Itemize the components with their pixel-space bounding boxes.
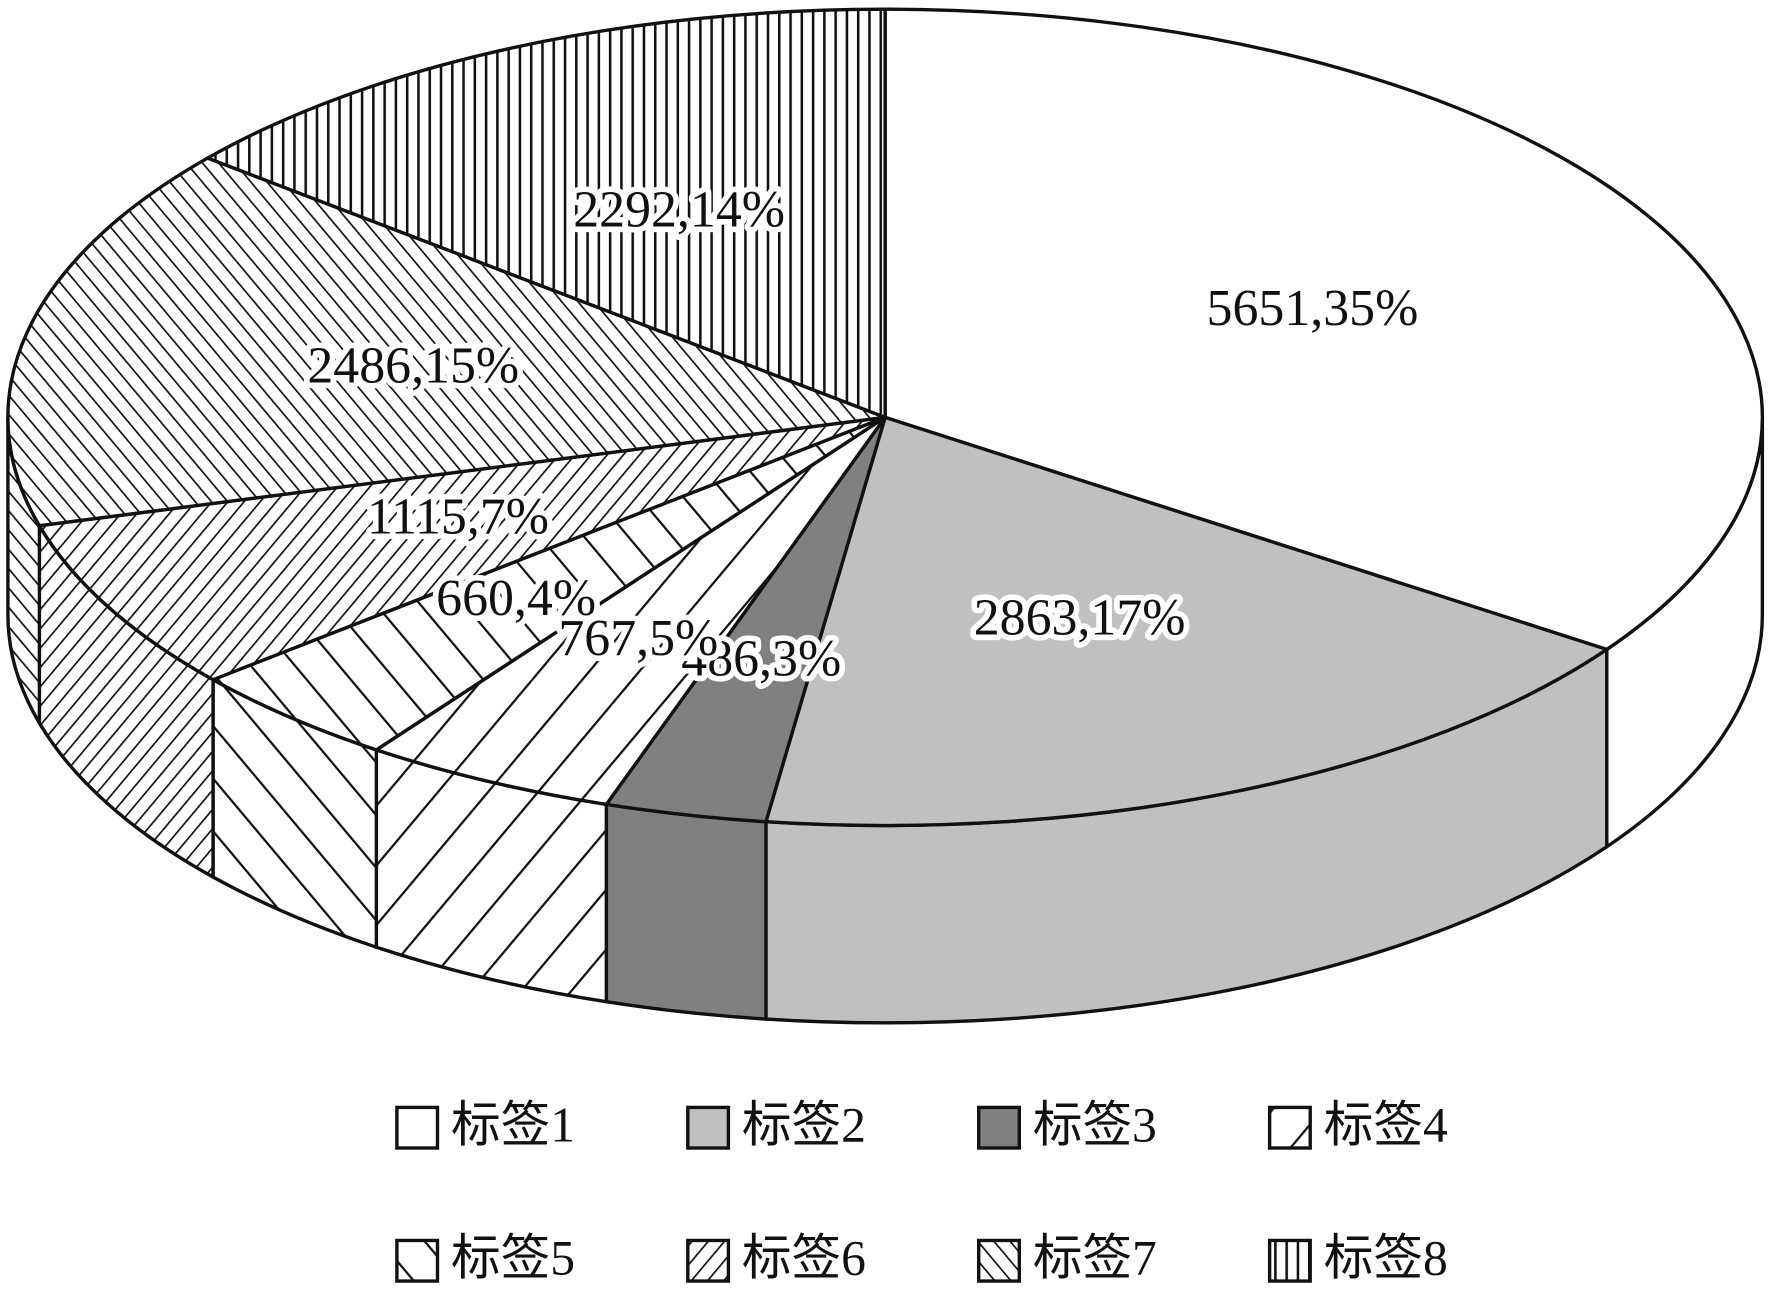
- legend-label: 标签1: [451, 1097, 575, 1152]
- legend-label: 标签7: [1033, 1230, 1157, 1285]
- pie-sides: [6, 417, 1765, 1025]
- pie-slice: [36, 415, 886, 682]
- legend-swatch: [686, 1238, 731, 1283]
- legend-swatch: [395, 1238, 440, 1283]
- value-label: 2292,14%: [573, 181, 785, 238]
- legend-label: 标签2: [742, 1097, 866, 1152]
- legend-swatch: [1267, 1105, 1312, 1150]
- legend-label: 标签5: [451, 1230, 575, 1285]
- legend: 标签1 标签2 标签3 标签4 标签5 标签6 标签7 标签8: [395, 1097, 1448, 1285]
- legend-label: 标签6: [742, 1230, 866, 1285]
- pie-slice: [883, 7, 1765, 652]
- legend-swatch: [977, 1105, 1021, 1150]
- pie-slice: [203, 7, 887, 420]
- pie-slice: [372, 415, 887, 807]
- legend-swatch: [395, 1105, 440, 1150]
- value-label: 1115,7%: [367, 489, 549, 546]
- value-labels: 5651,35% 2863,17% 486,3%767,5%660,4% 1115,7…: [302, 176, 1424, 694]
- legend-label: 标签3: [1033, 1097, 1157, 1152]
- legend-swatch: [977, 1238, 1021, 1283]
- value-label: 2486,15%: [307, 337, 519, 394]
- legend-label: 标签8: [1324, 1230, 1448, 1285]
- pie-side: [604, 802, 768, 1021]
- value-label: 486,3%: [681, 631, 841, 688]
- pie-slice: [6, 156, 886, 528]
- value-label: 767,5%: [558, 610, 718, 667]
- value-label: 2863,17%: [974, 590, 1186, 647]
- pie-slice: [209, 415, 887, 752]
- value-label: 660,4%: [436, 570, 596, 627]
- legend-swatch: [1267, 1238, 1312, 1283]
- legend-swatch: [686, 1105, 731, 1150]
- legend-label: 标签4: [1324, 1097, 1448, 1152]
- value-label: 5651,35%: [1207, 280, 1419, 337]
- pie-slice: [763, 415, 1611, 828]
- pie-tops: [6, 7, 1765, 828]
